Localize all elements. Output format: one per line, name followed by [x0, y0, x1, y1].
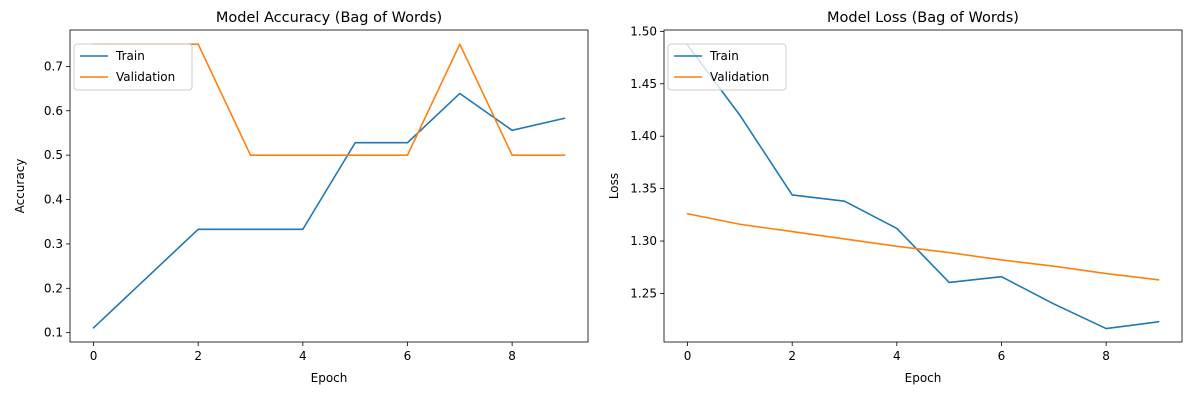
y-tick-label: 1.30	[630, 234, 657, 248]
y-tick-label: 1.45	[630, 77, 657, 91]
y-tick-label: 1.35	[630, 182, 657, 196]
series-line-train	[686, 43, 1160, 330]
axes-frame	[663, 29, 1183, 343]
x-tick-label: 0	[90, 349, 98, 363]
series-line-train	[92, 92, 566, 329]
legend-label-validation: Validation	[116, 70, 175, 84]
x-tick-label: 6	[404, 349, 412, 363]
y-tick-label: 1.40	[630, 129, 657, 143]
y-tick-label: 0.6	[44, 104, 63, 118]
chart-panel-1: 0 2 4 6 8 1.25 1.30 1.35 1.40 1.45 1.50 Model Loss …	[607, 10, 1183, 385]
y-tick-label: 0.1	[44, 326, 63, 340]
x-tick-label: 8	[508, 349, 516, 363]
y-tick-label: 0.4	[44, 193, 63, 207]
legend-label-validation: Validation	[710, 70, 769, 84]
x-axis-label: Epoch	[905, 371, 942, 385]
series-line-validation	[686, 212, 1160, 281]
legend: Train Validation	[73, 43, 193, 91]
x-axis-label: Epoch	[311, 371, 348, 385]
chart-title: Model Loss (Bag of Words)	[827, 10, 1019, 26]
legend-label-train: Train	[115, 49, 145, 63]
x-tick-label: 4	[893, 349, 901, 363]
x-tick-label: 2	[194, 349, 202, 363]
axes-frame	[69, 29, 589, 343]
chart-title: Model Accuracy (Bag of Words)	[216, 10, 442, 26]
y-tick-label: 0.3	[44, 237, 63, 251]
x-tick-label: 4	[299, 349, 307, 363]
x-tick-label: 6	[998, 349, 1006, 363]
y-tick-label: 1.50	[630, 24, 657, 38]
x-tick-label: 8	[1102, 349, 1110, 363]
legend-label-train: Train	[709, 49, 739, 63]
y-tick-label: 1.25	[630, 286, 657, 300]
y-tick-label: 0.2	[44, 281, 63, 295]
y-axis-label: Accuracy	[13, 159, 27, 214]
x-tick-label: 0	[684, 349, 692, 363]
y-tick-label: 0.7	[44, 59, 63, 73]
x-tick-label: 2	[788, 349, 796, 363]
y-tick-label: 0.5	[44, 148, 63, 162]
legend: Train Validation	[667, 43, 787, 91]
y-axis-label: Loss	[607, 173, 621, 199]
chart-panel-0: 0 2 4 6 8 0.1 0.2 0.3 0.4 0.5 0.6 0.7 Model Accuracy…	[13, 10, 589, 385]
